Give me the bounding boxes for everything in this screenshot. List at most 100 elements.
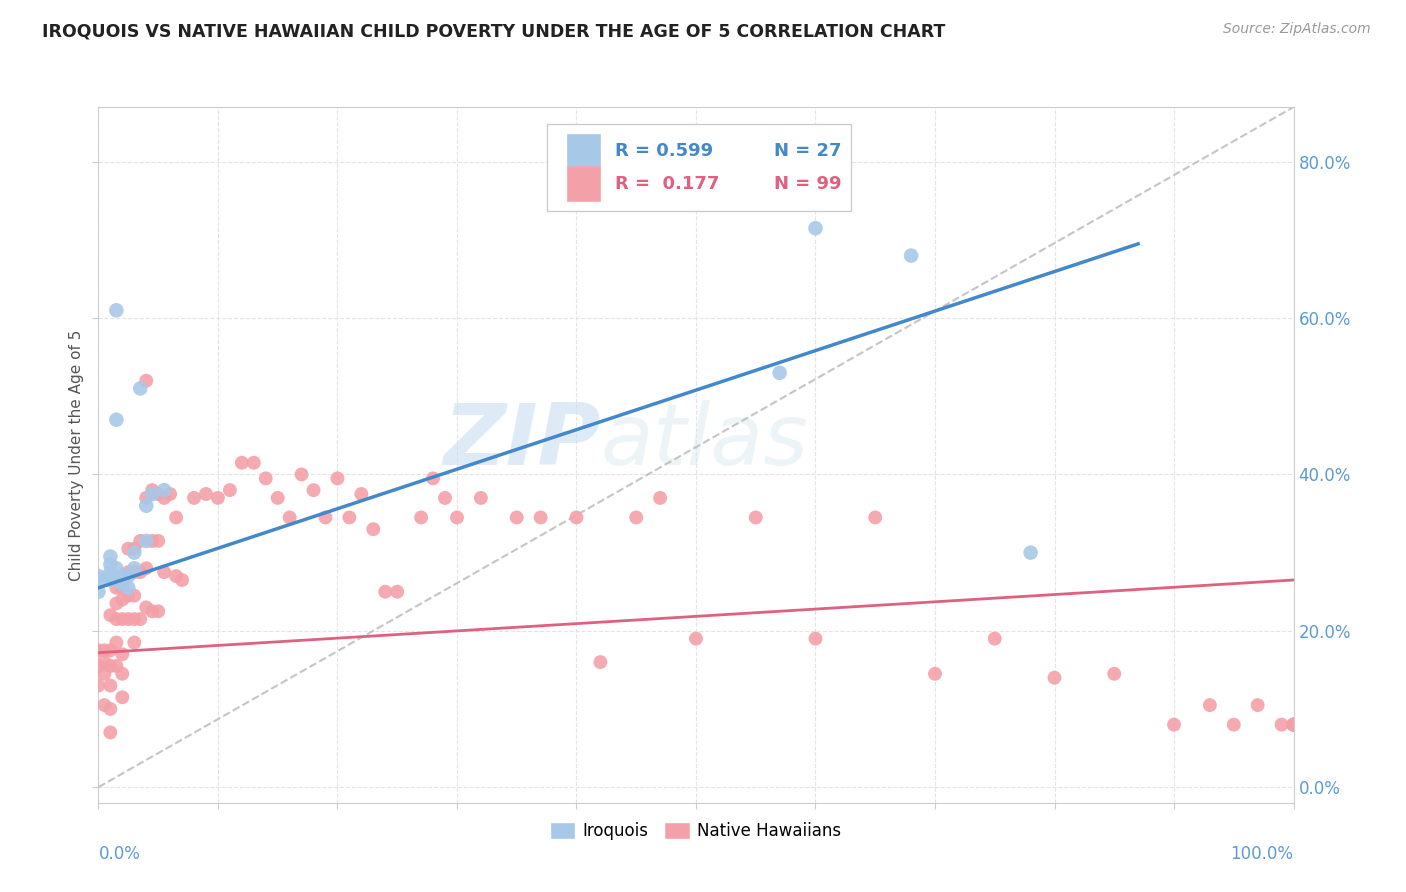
Point (865, 510, 887, 524)
Text: R = 0.599: R = 0.599 (614, 142, 713, 160)
Point (87, 569, 110, 583)
Point (105, 612, 128, 626)
Point (111, 569, 134, 583)
Point (165, 510, 187, 524)
Point (1223, 717, 1246, 731)
Point (1019, 546, 1042, 560)
Point (135, 499, 157, 513)
Point (141, 533, 163, 548)
Point (153, 491, 176, 505)
Point (111, 666, 134, 681)
Point (105, 581, 128, 595)
Point (326, 471, 349, 485)
Text: N = 99: N = 99 (773, 175, 841, 193)
Point (148, 487, 170, 501)
Point (111, 647, 134, 661)
Point (183, 491, 205, 505)
Point (141, 483, 163, 497)
Point (87, 643, 110, 657)
Point (1163, 717, 1185, 731)
Point (111, 577, 134, 591)
Point (434, 491, 457, 505)
Point (124, 541, 146, 556)
Text: R =  0.177: R = 0.177 (614, 175, 718, 193)
Point (124, 565, 146, 579)
Point (1043, 671, 1066, 685)
FancyBboxPatch shape (567, 134, 600, 168)
Point (254, 471, 277, 485)
Point (1282, 717, 1305, 731)
Point (105, 597, 128, 611)
Point (141, 604, 163, 618)
Point (374, 584, 396, 599)
Point (105, 303, 128, 318)
Point (172, 573, 194, 587)
Point (135, 374, 157, 388)
Point (111, 581, 134, 595)
Point (98, 659, 122, 673)
Point (135, 561, 157, 575)
Point (87, 679, 110, 693)
Point (470, 491, 492, 505)
Point (446, 510, 468, 524)
Point (1282, 717, 1305, 731)
Point (339, 510, 361, 524)
Point (153, 565, 176, 579)
Text: 0.0%: 0.0% (98, 845, 141, 863)
Y-axis label: Child Poverty Under the Age of 5: Child Poverty Under the Age of 5 (69, 329, 84, 581)
Point (565, 510, 588, 524)
Point (1271, 717, 1294, 731)
Point (315, 510, 337, 524)
Point (93, 698, 115, 712)
Point (124, 589, 146, 603)
Text: atlas: atlas (600, 400, 808, 483)
Point (111, 592, 134, 607)
Point (141, 487, 163, 501)
Point (87, 584, 110, 599)
Point (117, 581, 139, 595)
Point (111, 690, 134, 705)
Point (129, 382, 152, 396)
Text: N = 27: N = 27 (773, 142, 841, 160)
Point (1104, 666, 1126, 681)
Point (153, 483, 176, 497)
Point (124, 612, 146, 626)
Point (278, 510, 301, 524)
Point (363, 522, 385, 536)
Point (291, 467, 314, 482)
Point (111, 612, 134, 626)
Point (98, 565, 122, 579)
Point (745, 510, 768, 524)
Point (87, 659, 110, 673)
Point (93, 655, 115, 669)
Point (98, 573, 122, 587)
Point (117, 569, 139, 583)
Point (530, 510, 553, 524)
Point (207, 491, 229, 505)
Point (648, 491, 672, 505)
Point (124, 635, 146, 649)
Point (124, 561, 146, 575)
Point (93, 643, 115, 657)
Point (195, 487, 218, 501)
Point (129, 533, 152, 548)
Point (1282, 717, 1305, 731)
Point (685, 632, 707, 646)
Point (93, 666, 115, 681)
Point (804, 221, 827, 235)
Point (98, 725, 122, 739)
Text: ZIP: ZIP (443, 400, 600, 483)
Point (87, 573, 110, 587)
Point (135, 491, 157, 505)
Point (768, 366, 790, 380)
Point (159, 487, 181, 501)
Point (165, 569, 187, 583)
Point (804, 632, 827, 646)
Point (98, 608, 122, 623)
Point (1282, 717, 1305, 731)
Point (422, 471, 444, 485)
Text: 100.0%: 100.0% (1230, 845, 1294, 863)
Point (105, 659, 128, 673)
Point (117, 565, 139, 579)
Point (984, 632, 1007, 646)
